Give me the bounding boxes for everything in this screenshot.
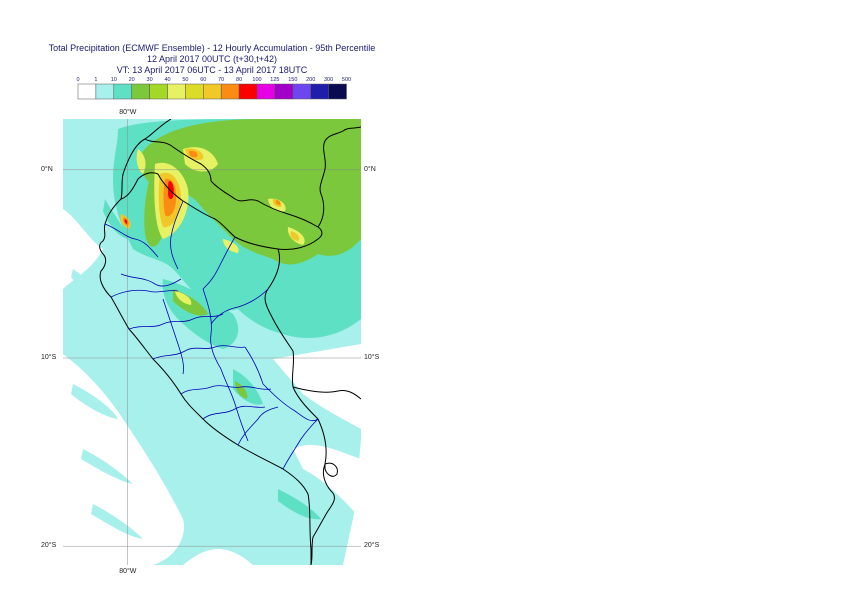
legend-swatch xyxy=(113,83,132,100)
ocean-streaks xyxy=(71,269,143,539)
legend-tick-label: 40 xyxy=(164,77,170,83)
longitude-label-top: 80°W xyxy=(119,109,137,116)
legend-swatch xyxy=(274,83,294,100)
legend-tick-label: 100 xyxy=(252,77,261,83)
legend-tick-label: 200 xyxy=(306,77,315,83)
latitude-label-left: 10°S xyxy=(41,353,57,361)
legend-swatch xyxy=(167,83,186,100)
map-title: Total Precipitation (ECMWF Ensemble) - 1… xyxy=(48,43,376,53)
latitude-label-left: 20°S xyxy=(41,542,57,550)
legend-swatch xyxy=(131,83,150,100)
latitude-label-right: 10°S xyxy=(364,353,380,361)
legend-tick-label: 10 xyxy=(111,77,117,83)
peru-brazil-border xyxy=(234,226,323,420)
legend-tick-label: 1 xyxy=(94,77,97,83)
legend-tick-label: 0 xyxy=(76,77,79,83)
legend-tick-label: 20 xyxy=(129,77,135,83)
legend-tick-label: 60 xyxy=(200,77,206,83)
legend-swatch xyxy=(185,83,204,100)
legend-swatch xyxy=(310,83,329,100)
legend-tick-label: 30 xyxy=(147,77,153,83)
valid-time-label: VT: 13 April 2017 06UTC - 13 April 2017 … xyxy=(116,65,308,75)
latitude-label-right: 20°S xyxy=(364,542,380,550)
legend-swatch xyxy=(256,83,276,100)
country-borders xyxy=(99,119,361,565)
ecuador-peru-border xyxy=(120,172,236,238)
latitude-label-left: 0°N xyxy=(41,165,53,173)
legend-swatch xyxy=(220,83,240,100)
ecuador-colombia-border xyxy=(144,138,212,182)
legend-swatch xyxy=(292,83,311,100)
legend-swatch xyxy=(238,83,258,100)
map-canvas xyxy=(63,119,361,565)
legend-tick-label: 70 xyxy=(218,77,224,83)
precip-level-10-field xyxy=(124,181,174,224)
graticule xyxy=(63,119,361,565)
legend-tick-label: 300 xyxy=(324,77,333,83)
legend-swatch xyxy=(203,83,222,100)
legend-swatch xyxy=(149,83,168,100)
precipitation-map xyxy=(63,119,361,565)
longitude-label-bottom: 80°W xyxy=(119,568,137,575)
color-legend: 0 1 10 20 30 40 50 60 70 80 100 125 150 200 300 500 xyxy=(76,77,351,100)
regional-borders xyxy=(104,200,319,470)
titicaca xyxy=(324,462,338,477)
legend-tick-label: 80 xyxy=(236,77,242,83)
legend-tick-label: 150 xyxy=(288,77,297,83)
peru-bolivia-border xyxy=(310,418,335,565)
legend-swatch xyxy=(95,83,115,100)
legend-tick-label: 500 xyxy=(342,77,351,83)
colombia-brazil-border xyxy=(317,126,361,228)
legend-swatch xyxy=(328,83,347,100)
latitude-label-right: 0°N xyxy=(364,165,376,173)
legend-tick-label: 125 xyxy=(270,77,279,83)
bolivia-brazil-border xyxy=(292,386,361,400)
legend-tick-label: 50 xyxy=(182,77,188,83)
colombia-peru-border xyxy=(210,180,319,228)
run-time-label: 12 April 2017 00UTC (t+30,t+42) xyxy=(146,54,278,64)
legend-swatch xyxy=(77,83,97,100)
